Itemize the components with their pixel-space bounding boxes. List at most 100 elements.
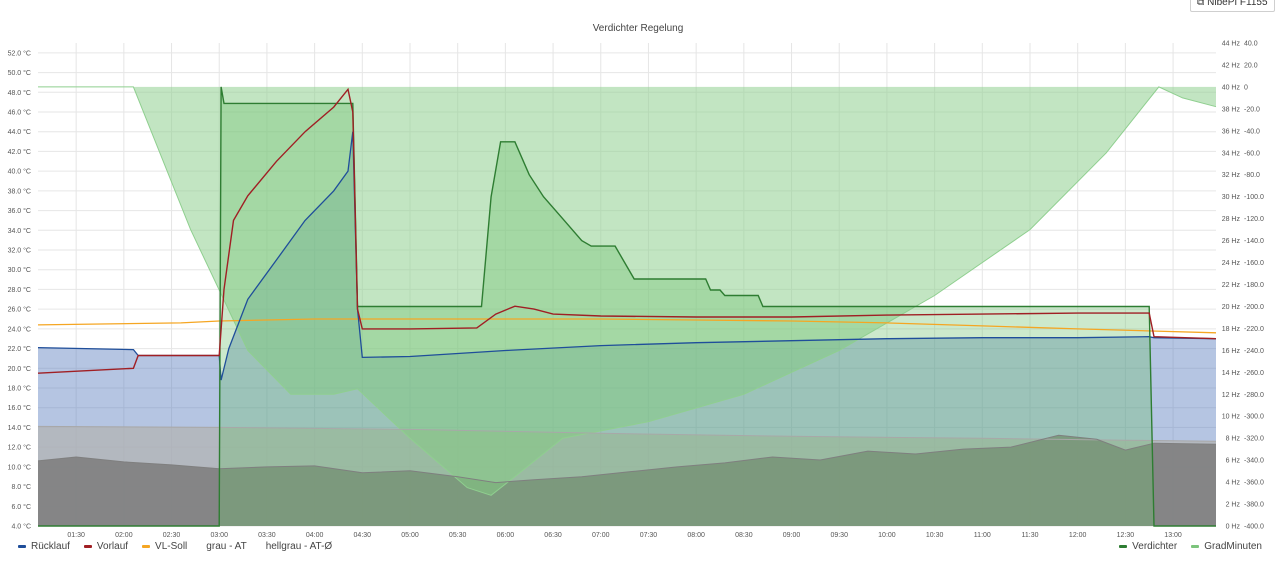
x-tick-label: 04:00 bbox=[306, 532, 324, 539]
x-tick-label: 02:00 bbox=[115, 532, 133, 539]
area-at bbox=[38, 435, 1216, 526]
line-at bbox=[37, 434, 1217, 484]
x-tick-label: 03:30 bbox=[258, 532, 276, 539]
y-right-tick-label: 20.0 bbox=[1244, 62, 1258, 69]
y-right-tick-label: -380.0 bbox=[1244, 502, 1264, 509]
legend-label: Verdichter bbox=[1132, 541, 1178, 552]
y-right-tick-label: -340.0 bbox=[1244, 458, 1264, 465]
y-mid-tick-label: 36 Hz bbox=[1222, 128, 1241, 135]
y-left-tick-label: 42.0 °C bbox=[8, 148, 31, 156]
chart-fills bbox=[38, 86, 1216, 527]
legend-label: Vorlauf bbox=[96, 541, 129, 552]
y-mid-tick-label: 14 Hz bbox=[1222, 370, 1241, 377]
x-tick-label: 05:00 bbox=[401, 532, 419, 539]
external-link-icon: ⧉ bbox=[1197, 0, 1205, 8]
legend-right-item[interactable]: GradMinuten bbox=[1191, 541, 1262, 552]
line-at-avg bbox=[37, 425, 1217, 442]
y-right-tick-label: -100.0 bbox=[1244, 194, 1264, 201]
y-right-tick-label: -220.0 bbox=[1244, 326, 1264, 333]
y-mid-tick-label: 42 Hz bbox=[1222, 62, 1241, 69]
line-gradminuten bbox=[38, 86, 1217, 496]
y-left-tick-label: 38.0 °C bbox=[8, 187, 31, 195]
y-mid-tick-label: 44 Hz bbox=[1222, 41, 1241, 48]
legend-right: Verdichter GradMinuten bbox=[1119, 541, 1262, 552]
y-right-tick-label: -260.0 bbox=[1244, 370, 1264, 377]
x-tick-label: 06:00 bbox=[497, 532, 515, 539]
x-tick-label: 09:30 bbox=[830, 532, 848, 539]
x-tick-label: 04:30 bbox=[354, 532, 372, 539]
legend-label: VL-Soll bbox=[155, 541, 188, 552]
y-right-tick-label: -360.0 bbox=[1244, 480, 1264, 487]
legend-swatch bbox=[142, 545, 151, 548]
chart-title: Verdichter Regelung bbox=[593, 23, 684, 34]
y-mid-tick-label: 22 Hz bbox=[1222, 282, 1241, 289]
legend-label: hellgrau - AT-Ø bbox=[265, 541, 333, 552]
nibepi-link-button[interactable]: ⧉ NibePI F1155 bbox=[1190, 0, 1275, 12]
y-left-tick-label: 36.0 °C bbox=[8, 207, 31, 215]
y-left-tick-label: 10.0 °C bbox=[8, 463, 31, 471]
x-tick-label: 13:00 bbox=[1164, 532, 1182, 539]
y-mid-tick-label: 20 Hz bbox=[1222, 304, 1241, 311]
legend-left-item[interactable]: hellgrau - AT-Ø bbox=[261, 541, 333, 552]
y-mid-tick-label: 34 Hz bbox=[1222, 150, 1241, 157]
y-mid-tick-label: 8 Hz bbox=[1226, 436, 1241, 443]
y-right-tick-label: -80.0 bbox=[1244, 172, 1260, 179]
chart-axes: 4.0 °C 6.0 °C 8.0 °C 10.0 °C 12.0 °C 14.0 °C 1… bbox=[8, 41, 1264, 540]
y-mid-tick-label: 0 Hz bbox=[1226, 524, 1241, 531]
x-tick-label: 12:30 bbox=[1117, 532, 1135, 539]
y-right-tick-label: -200.0 bbox=[1244, 304, 1264, 311]
x-tick-label: 08:30 bbox=[735, 532, 753, 539]
legend-right-item[interactable]: Verdichter bbox=[1119, 541, 1177, 552]
legend-left-item[interactable]: Rücklauf bbox=[18, 541, 70, 552]
y-mid-tick-label: 12 Hz bbox=[1222, 392, 1241, 399]
x-tick-label: 12:00 bbox=[1069, 532, 1087, 539]
y-left-tick-label: 28.0 °C bbox=[8, 286, 31, 294]
legend-left-item[interactable]: VL-Soll bbox=[142, 541, 187, 552]
line-vl-soll bbox=[37, 318, 1217, 334]
x-tick-label: 05:30 bbox=[449, 532, 467, 539]
y-right-tick-label: 0 bbox=[1244, 84, 1248, 91]
y-right-tick-label: -320.0 bbox=[1244, 436, 1264, 443]
legend-swatch bbox=[1119, 545, 1128, 548]
y-left-tick-label: 46.0 °C bbox=[8, 109, 31, 117]
x-tick-label: 10:00 bbox=[878, 532, 896, 539]
nibepi-link-label: NibePI F1155 bbox=[1207, 0, 1268, 8]
legend-left-item[interactable]: grau - AT bbox=[201, 541, 246, 552]
y-right-tick-label: -300.0 bbox=[1244, 414, 1264, 421]
y-mid-tick-label: 16 Hz bbox=[1222, 348, 1241, 355]
line-vorlauf bbox=[37, 87, 1217, 374]
area-gradminuten bbox=[38, 86, 1216, 496]
y-mid-tick-label: 4 Hz bbox=[1226, 480, 1241, 487]
y-mid-tick-label: 30 Hz bbox=[1222, 194, 1241, 201]
x-tick-label: 03:00 bbox=[210, 532, 228, 539]
y-right-tick-label: -240.0 bbox=[1244, 348, 1264, 355]
x-tick-label: 10:30 bbox=[926, 532, 944, 539]
y-left-tick-label: 34.0 °C bbox=[8, 227, 31, 235]
legend-swatch bbox=[83, 545, 92, 548]
y-left-tick-label: 32.0 °C bbox=[8, 247, 31, 255]
y-right-tick-label: -160.0 bbox=[1244, 260, 1264, 267]
y-left-tick-label: 14.0 °C bbox=[8, 424, 31, 432]
y-left-tick-label: 22.0 °C bbox=[8, 345, 31, 353]
y-right-tick-label: -280.0 bbox=[1244, 392, 1264, 399]
x-tick-label: 11:30 bbox=[1022, 532, 1039, 539]
y-left-tick-label: 48.0 °C bbox=[8, 89, 31, 97]
x-tick-label: 08:00 bbox=[687, 532, 705, 539]
legend-swatch bbox=[18, 545, 26, 548]
y-right-tick-label: -140.0 bbox=[1244, 238, 1264, 245]
chart-lines bbox=[37, 86, 1217, 527]
y-left-tick-label: 20.0 °C bbox=[8, 365, 31, 373]
y-mid-tick-label: 10 Hz bbox=[1222, 414, 1241, 421]
y-right-tick-label: -20.0 bbox=[1244, 106, 1260, 113]
x-tick-label: 02:30 bbox=[163, 532, 181, 539]
y-left-tick-label: 40.0 °C bbox=[8, 168, 31, 176]
y-right-tick-label: -180.0 bbox=[1244, 282, 1264, 289]
legend-left-item[interactable]: Vorlauf bbox=[83, 541, 129, 552]
y-left-tick-label: 4.0 °C bbox=[11, 523, 31, 531]
y-mid-tick-label: 32 Hz bbox=[1222, 172, 1241, 179]
y-left-tick-label: 18.0 °C bbox=[8, 385, 31, 393]
y-left-tick-label: 8.0 °C bbox=[11, 483, 31, 491]
y-mid-tick-label: 40 Hz bbox=[1222, 84, 1241, 91]
y-mid-tick-label: 26 Hz bbox=[1222, 238, 1241, 245]
